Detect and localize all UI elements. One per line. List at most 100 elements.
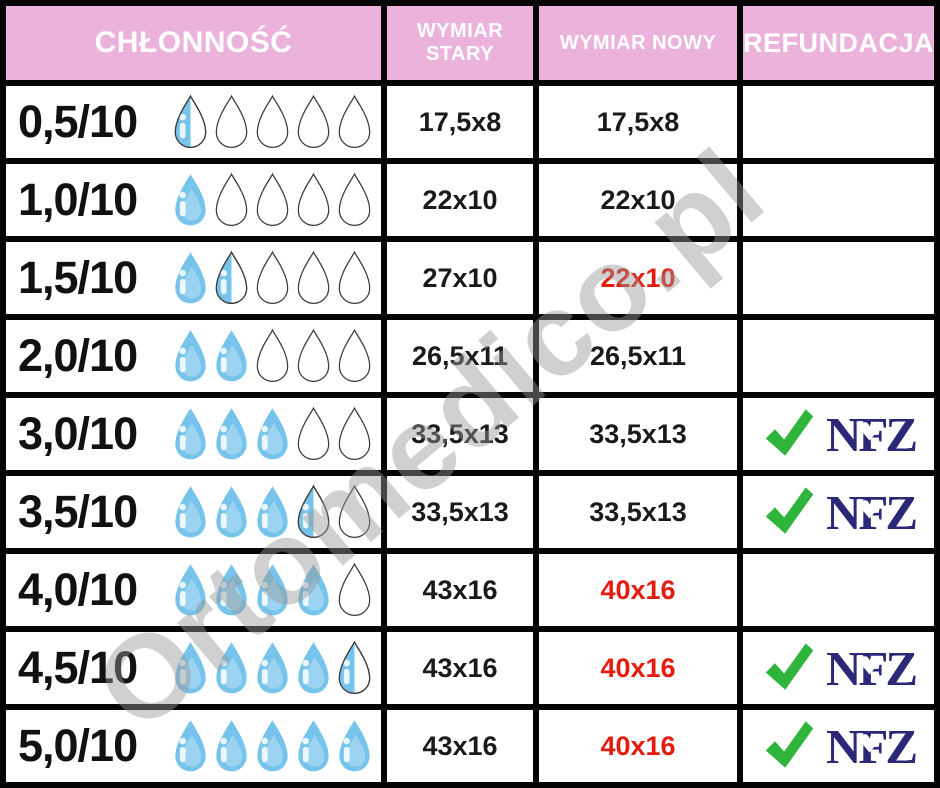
row-1-refund-cell — [743, 86, 934, 158]
droplet-full-icon — [170, 562, 211, 618]
row-2-refund-cell — [743, 164, 934, 236]
droplet-full-icon — [293, 640, 334, 696]
droplet-full-icon — [170, 328, 211, 384]
old-size-value: 22x10 — [422, 184, 498, 215]
heart-icon: ♥ — [858, 651, 881, 681]
new-size-value: 40x16 — [600, 730, 676, 761]
old-size-value: 43x16 — [422, 652, 498, 683]
new-size-value: 22x10 — [600, 184, 676, 215]
droplet-empty-icon — [252, 94, 293, 150]
row-4-refund-cell — [743, 320, 934, 392]
row-8-new-size-cell: 40x16 — [539, 632, 737, 704]
droplet-full-icon — [170, 250, 211, 306]
row-8-refund-cell: NFZ ♥ — [743, 632, 934, 704]
old-size-value: 33,5x13 — [411, 418, 509, 449]
droplet-full-icon — [170, 406, 211, 462]
new-size-value: 33,5x13 — [589, 496, 687, 527]
row-5-absorbency-cell: 3,0/10 — [6, 398, 381, 470]
row-9-new-size-cell: 40x16 — [539, 710, 737, 782]
row-3-absorbency-cell: 1,5/10 — [6, 242, 381, 314]
droplet-empty-icon — [293, 172, 334, 228]
absorbency-label: 2,0/10 — [18, 330, 138, 381]
row-3-old-size-cell: 27x10 — [387, 242, 533, 314]
nfz-label: NFZ — [826, 718, 918, 774]
nfz-logo: NFZ ♥ — [826, 406, 918, 462]
row-4-new-size-cell: 26,5x11 — [539, 320, 737, 392]
row-9-refund-cell: NFZ ♥ — [743, 710, 934, 782]
droplet-full-icon — [170, 484, 211, 540]
droplet-empty-icon — [334, 94, 375, 150]
nfz-logo: NFZ ♥ — [826, 488, 918, 537]
absorbency-label: 0,5/10 — [18, 96, 138, 147]
droplet-empty-icon — [334, 406, 375, 462]
new-size-value: 26,5x11 — [589, 340, 687, 371]
droplet-full-icon — [252, 406, 293, 462]
row-7-old-size-cell: 43x16 — [387, 554, 533, 626]
nfz-logo: NFZ ♥ — [826, 718, 918, 774]
row-5-old-size-cell: 33,5x13 — [387, 398, 533, 470]
row-9-old-size-cell: 43x16 — [387, 710, 533, 782]
row-4-old-size-cell: 26,5x11 — [387, 320, 533, 392]
droplet-full-icon — [211, 484, 252, 540]
nfz-label: NFZ — [826, 406, 918, 462]
droplet-rating — [170, 406, 375, 462]
droplet-full-icon — [211, 406, 252, 462]
old-size-value: 27x10 — [422, 262, 498, 293]
droplet-rating — [170, 484, 375, 540]
droplet-empty-icon — [334, 250, 375, 306]
check-icon — [762, 639, 816, 698]
old-size-value: 43x16 — [422, 730, 498, 761]
row-4-absorbency-cell: 2,0/10 — [6, 320, 381, 392]
row-1-absorbency-cell: 0,5/10 — [6, 86, 381, 158]
heart-icon: ♥ — [858, 417, 881, 447]
row-3-new-size-cell: 22x10 — [539, 242, 737, 314]
droplet-empty-icon — [293, 250, 334, 306]
droplet-empty-icon — [252, 250, 293, 306]
header-wymiar-nowy: WYMIAR NOWY — [539, 6, 737, 80]
header-chlonnosc: CHŁONNOŚĆ — [6, 6, 381, 80]
droplet-empty-icon — [211, 94, 252, 150]
droplet-empty-icon — [293, 406, 334, 462]
old-size-value: 43x16 — [422, 574, 498, 605]
header-wymiar-stary: WYMIAR STARY — [387, 6, 533, 80]
droplet-full-icon — [334, 718, 375, 774]
droplet-rating — [170, 94, 375, 150]
absorbency-label: 1,0/10 — [18, 174, 138, 225]
row-9-absorbency-cell: 5,0/10 — [6, 710, 381, 782]
heart-icon: ♥ — [858, 495, 881, 525]
check-icon — [762, 405, 816, 464]
heart-icon: ♥ — [858, 729, 881, 759]
header-refundacja: REFUNDACJA — [743, 6, 934, 80]
droplet-empty-icon — [211, 172, 252, 228]
row-8-old-size-cell: 43x16 — [387, 632, 533, 704]
row-5-new-size-cell: 33,5x13 — [539, 398, 737, 470]
droplet-full-icon — [252, 718, 293, 774]
droplet-full-icon — [252, 640, 293, 696]
droplet-full-icon — [170, 718, 211, 774]
absorbency-label: 4,5/10 — [18, 642, 138, 693]
row-3-refund-cell — [743, 242, 934, 314]
row-2-new-size-cell: 22x10 — [539, 164, 737, 236]
droplet-full-icon — [252, 484, 293, 540]
nfz-logo: NFZ ♥ — [826, 644, 918, 693]
droplet-empty-icon — [334, 328, 375, 384]
row-1-new-size-cell: 17,5x8 — [539, 86, 737, 158]
droplet-rating — [170, 250, 375, 306]
droplet-full-icon — [211, 562, 252, 618]
droplet-full-icon — [211, 328, 252, 384]
droplet-rating — [170, 718, 375, 774]
absorbency-label: 5,0/10 — [18, 720, 138, 771]
old-size-value: 33,5x13 — [411, 496, 509, 527]
droplet-empty-icon — [252, 328, 293, 384]
new-size-value: 17,5x8 — [596, 106, 680, 137]
absorbency-label: 4,0/10 — [18, 564, 138, 615]
check-icon — [762, 483, 816, 542]
absorbency-label: 1,5/10 — [18, 252, 138, 303]
row-2-old-size-cell: 22x10 — [387, 164, 533, 236]
new-size-value: 40x16 — [600, 574, 676, 605]
new-size-value: 22x10 — [600, 262, 676, 293]
old-size-value: 26,5x11 — [411, 340, 509, 371]
row-5-refund-cell: NFZ ♥ — [743, 398, 934, 470]
droplet-full-icon — [293, 718, 334, 774]
